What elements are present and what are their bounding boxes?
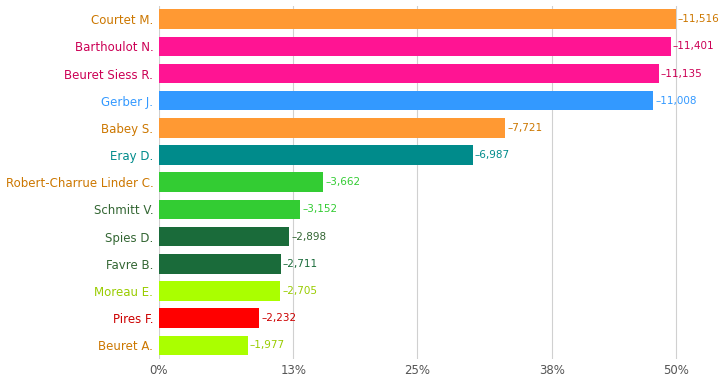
Text: –2,711: –2,711 bbox=[283, 259, 318, 269]
Bar bbox=[159, 254, 281, 273]
Text: –6,987: –6,987 bbox=[475, 150, 510, 160]
Text: –3,662: –3,662 bbox=[326, 177, 360, 187]
Bar bbox=[159, 336, 248, 355]
Bar bbox=[159, 91, 653, 110]
Bar bbox=[159, 281, 281, 301]
Text: –11,008: –11,008 bbox=[655, 96, 697, 106]
Bar bbox=[159, 200, 300, 219]
Bar bbox=[159, 172, 323, 192]
Bar bbox=[159, 36, 671, 56]
Text: –7,721: –7,721 bbox=[507, 123, 543, 133]
Bar bbox=[159, 145, 473, 165]
Text: –1,977: –1,977 bbox=[249, 340, 285, 350]
Text: –2,232: –2,232 bbox=[261, 313, 297, 323]
Text: –11,401: –11,401 bbox=[673, 41, 714, 51]
Bar bbox=[159, 308, 259, 328]
Text: –11,135: –11,135 bbox=[660, 69, 703, 79]
Bar bbox=[159, 227, 289, 246]
Text: –2,898: –2,898 bbox=[291, 232, 326, 242]
Bar bbox=[159, 9, 676, 29]
Text: –3,152: –3,152 bbox=[302, 205, 338, 214]
Text: –11,516: –11,516 bbox=[678, 14, 720, 24]
Bar bbox=[159, 64, 659, 83]
Text: –2,705: –2,705 bbox=[282, 286, 318, 296]
Bar bbox=[159, 118, 505, 137]
